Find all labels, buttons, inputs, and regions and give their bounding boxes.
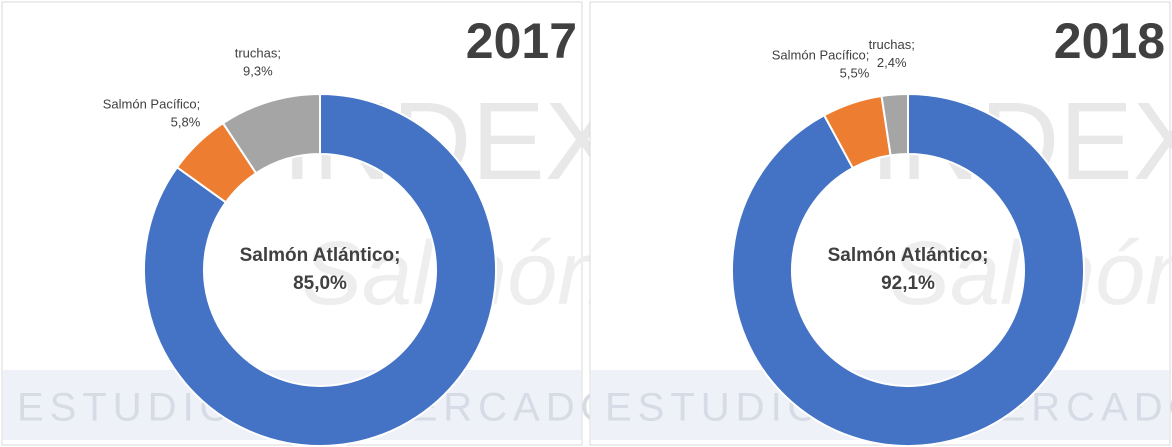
slice-value-label: 2,4%: [877, 55, 907, 70]
page: INDEXSalmónESTUDIOS DE MERCADO2017Salmón…: [0, 0, 1172, 447]
center-value-label: 92,1%: [881, 273, 935, 294]
slice-label: truchas;: [235, 46, 281, 61]
slice-value-label: 9,3%: [243, 64, 273, 79]
slice-value-label: 5,5%: [840, 66, 870, 81]
slice-label: Salmón Pacífico;: [103, 97, 201, 112]
center-label: Salmón Atlántico;: [828, 245, 989, 266]
chart-title: 2017: [466, 13, 577, 69]
chart-panel: INDEXSalmónESTUDIOS DE MERCADO2018Salmón…: [590, 2, 1172, 446]
slice-label: Salmón Pacífico;: [772, 48, 870, 63]
center-label: Salmón Atlántico;: [240, 245, 401, 266]
chart-title: 2018: [1054, 13, 1165, 69]
slice-value-label: 5,8%: [171, 115, 201, 130]
center-value-label: 85,0%: [293, 273, 347, 294]
slice-label: truchas;: [869, 37, 915, 52]
chart-panel: INDEXSalmónESTUDIOS DE MERCADO2017Salmón…: [2, 2, 618, 446]
